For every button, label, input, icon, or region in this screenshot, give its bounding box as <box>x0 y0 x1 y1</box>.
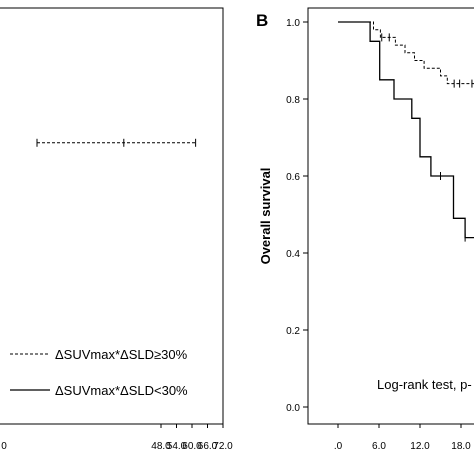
y-tick-label: 0.8 <box>286 95 300 106</box>
y-tick-label: 0.6 <box>286 172 300 183</box>
panel-a-plot-frame <box>0 7 224 425</box>
y-tick-label: 0.4 <box>286 249 300 260</box>
panel-b-x-ticks: .0 6.0 12.0 18.0 <box>334 424 471 452</box>
panel-letter-b: B <box>256 11 268 30</box>
panel-b-plot-frame <box>307 7 474 425</box>
legend-entry-solid: ΔSUVmax*ΔSLD<30% <box>55 383 188 398</box>
panel-b-curves <box>338 21 474 242</box>
x-tick-label: 48.0 <box>151 441 171 452</box>
x-tick-label: 72.0 <box>213 441 233 452</box>
panel-b-y-ticks: 0.0 0.2 0.4 0.6 0.8 1.0 <box>286 18 308 414</box>
panel-a-curves <box>36 138 197 147</box>
y-tick-label: 1.0 <box>286 18 300 29</box>
x-tick-label: 60.0 <box>182 441 202 452</box>
log-rank-annotation: Log-rank test, p- <box>377 377 472 392</box>
x-tick-label: 0 <box>1 441 7 452</box>
panel-b: B Overall survival 0.0 0.2 0.4 0.6 0.8 1.0 .0… <box>256 7 474 452</box>
panel-a-legend: ΔSUVmax*ΔSLD≥30% ΔSUVmax*ΔSLD<30% <box>10 347 188 398</box>
y-tick-label: 0.0 <box>286 403 300 414</box>
x-tick-label: .0 <box>334 441 343 452</box>
x-tick-label: 6.0 <box>372 441 386 452</box>
panel-a: 0 48.054.060.066.072.0 ΔSUVmax*ΔSLD≥30% Δ… <box>0 7 233 452</box>
y-tick-label: 0.2 <box>286 326 300 337</box>
survival-curve-solid <box>338 21 474 239</box>
x-tick-label: 12.0 <box>410 441 430 452</box>
survival-curve-dashed <box>338 21 474 85</box>
panel-a-x-ticks: 0 48.054.060.066.072.0 <box>1 424 233 452</box>
x-tick-label: 18.0 <box>451 441 471 452</box>
legend-entry-dashed: ΔSUVmax*ΔSLD≥30% <box>55 347 188 362</box>
panel-b-y-axis-title: Overall survival <box>258 168 273 265</box>
x-tick-label: 66.0 <box>198 441 218 452</box>
x-tick-label: 54.0 <box>167 441 187 452</box>
